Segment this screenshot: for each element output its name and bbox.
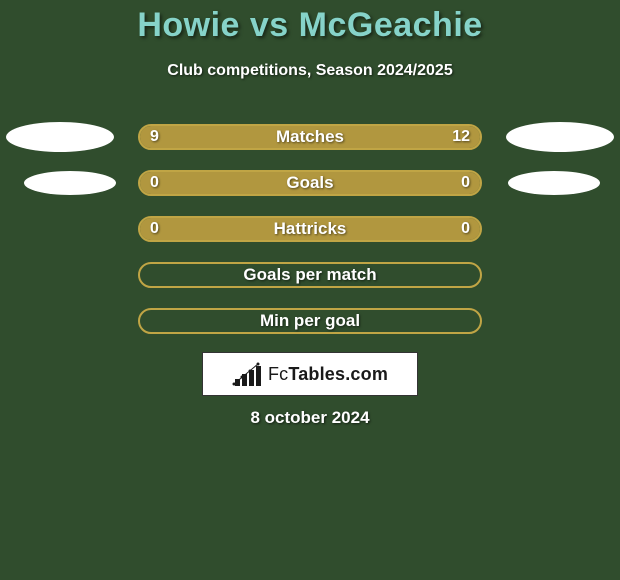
- bar-chart-icon: [232, 362, 262, 386]
- logo-text: FcTables.com: [268, 364, 388, 385]
- player-left-icon: [24, 171, 116, 195]
- stat-row: 00Goals: [0, 170, 620, 196]
- stat-label: Min per goal: [140, 310, 480, 332]
- stat-label: Goals per match: [140, 264, 480, 286]
- date-label: 8 october 2024: [0, 408, 620, 428]
- stat-value-right: 0: [461, 172, 470, 194]
- stat-bar: 00Hattricks: [138, 216, 482, 242]
- bar-fill-left: [140, 126, 276, 148]
- stat-value-right: 12: [452, 126, 470, 148]
- bar-fill-right: [276, 126, 480, 148]
- player-right-icon: [506, 122, 614, 152]
- comparison-infographic: Howie vs McGeachie Club competitions, Se…: [0, 0, 620, 580]
- stat-value-left: 9: [150, 126, 159, 148]
- stat-bar: Goals per match: [138, 262, 482, 288]
- stat-bar: Min per goal: [138, 308, 482, 334]
- subtitle: Club competitions, Season 2024/2025: [0, 62, 620, 80]
- player-left-icon: [6, 122, 114, 152]
- bar-fill: [140, 218, 480, 240]
- stat-row: Min per goal: [0, 308, 620, 334]
- stat-row: 00Hattricks: [0, 216, 620, 242]
- stat-bar: 912Matches: [138, 124, 482, 150]
- player-right-icon: [508, 171, 600, 195]
- bar-fill: [140, 172, 480, 194]
- main-title: Howie vs McGeachie: [0, 6, 620, 45]
- logo-inner: FcTables.com: [232, 362, 388, 386]
- stat-value-left: 0: [150, 218, 159, 240]
- stat-row: Goals per match: [0, 262, 620, 288]
- fctables-logo: FcTables.com: [202, 352, 418, 396]
- stat-bar: 00Goals: [138, 170, 482, 196]
- stat-value-left: 0: [150, 172, 159, 194]
- stat-value-right: 0: [461, 218, 470, 240]
- stat-row: 912Matches: [0, 124, 620, 150]
